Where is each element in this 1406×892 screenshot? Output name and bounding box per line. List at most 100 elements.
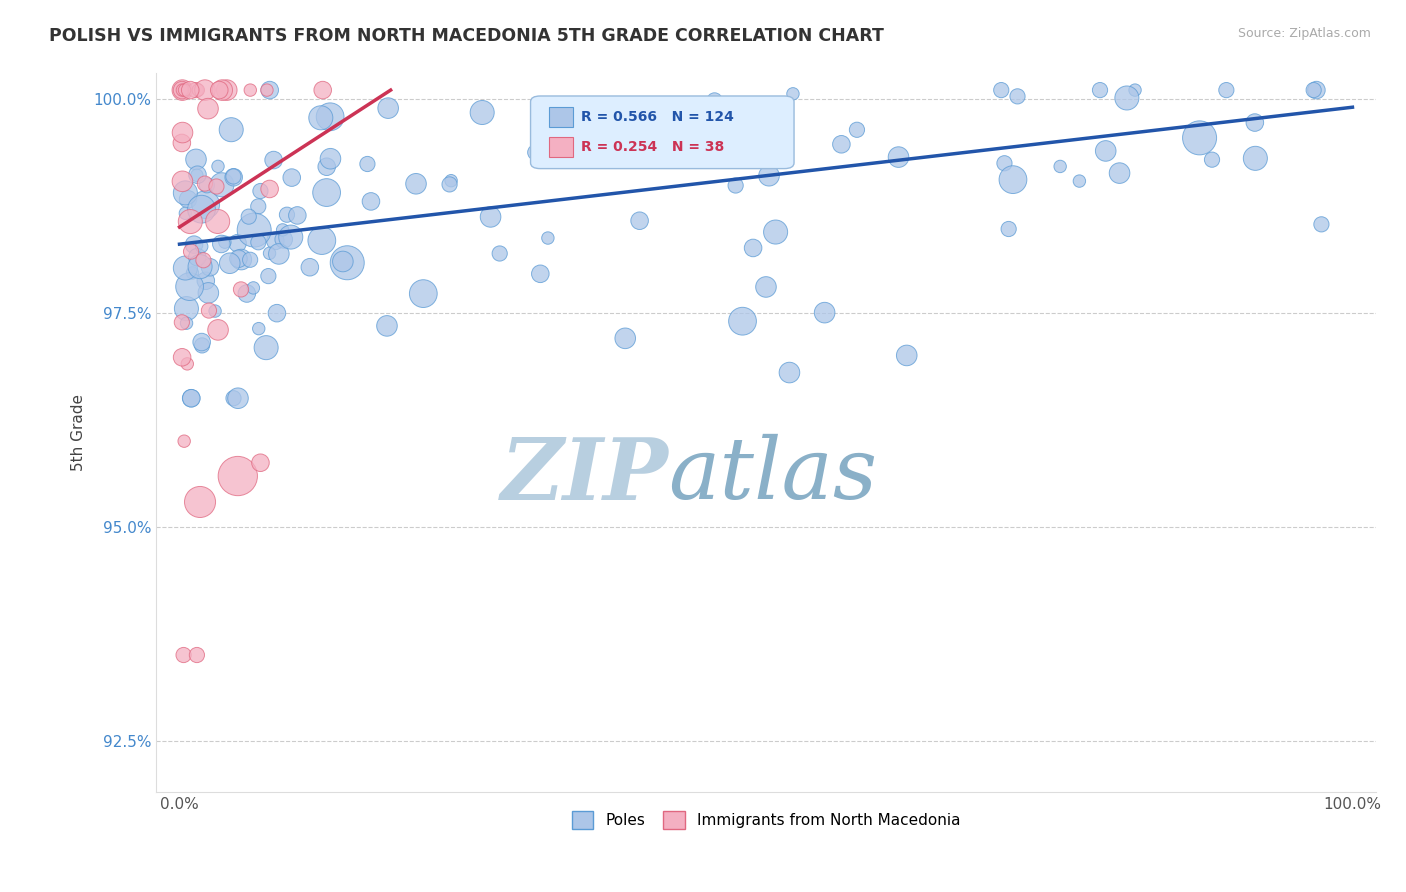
Point — [179, 279, 201, 293]
Point — [742, 241, 765, 255]
Text: atlas: atlas — [668, 434, 877, 517]
Point — [222, 391, 245, 405]
Point — [1305, 83, 1327, 97]
Point — [1001, 172, 1024, 186]
Point — [1069, 174, 1091, 188]
Point — [1049, 160, 1071, 174]
Point — [814, 305, 837, 319]
Point — [239, 252, 262, 267]
Point — [263, 153, 285, 167]
Point — [264, 234, 287, 248]
Point — [179, 83, 201, 97]
Point — [1115, 91, 1137, 105]
Point — [198, 260, 221, 275]
Point — [222, 169, 245, 184]
Point — [1243, 115, 1265, 129]
Point — [176, 301, 198, 316]
Point — [172, 351, 194, 365]
Point — [218, 256, 240, 270]
Point — [257, 269, 280, 284]
Point — [194, 83, 217, 97]
Point — [778, 366, 800, 380]
Point — [170, 315, 193, 329]
Point — [219, 122, 242, 136]
Point — [184, 83, 207, 97]
Point — [259, 182, 281, 196]
Point — [765, 225, 787, 239]
Point — [249, 456, 271, 470]
Point — [242, 281, 264, 295]
Point — [186, 250, 208, 264]
Point — [228, 252, 250, 266]
Point — [172, 83, 194, 97]
Point — [190, 239, 212, 253]
Point — [188, 260, 211, 274]
Point — [1302, 83, 1324, 97]
Point — [896, 348, 918, 362]
Point — [207, 160, 229, 174]
Point — [170, 83, 193, 97]
Point — [1123, 83, 1146, 97]
Point — [614, 331, 637, 345]
Point — [215, 83, 238, 97]
Point — [336, 256, 359, 270]
Point — [412, 286, 434, 301]
Point — [226, 469, 249, 483]
Point — [173, 83, 195, 97]
Point — [375, 318, 398, 333]
Point — [356, 157, 378, 171]
Point — [222, 170, 245, 185]
Point — [243, 223, 266, 237]
Point — [247, 199, 270, 213]
Point — [173, 83, 195, 97]
Point — [1244, 152, 1267, 166]
Point — [173, 648, 195, 662]
Point — [628, 213, 651, 227]
Point — [267, 247, 290, 261]
Point — [179, 214, 201, 228]
Point — [174, 206, 197, 220]
Point — [332, 254, 354, 268]
Point — [312, 83, 335, 97]
Point — [186, 648, 208, 662]
Point — [488, 246, 510, 260]
Point — [993, 156, 1015, 170]
Point — [529, 267, 551, 281]
Point — [214, 235, 236, 249]
Text: R = 0.254   N = 38: R = 0.254 N = 38 — [581, 140, 724, 153]
Point — [524, 145, 547, 160]
Point — [176, 357, 198, 371]
Point — [259, 83, 281, 97]
Bar — [548, 107, 574, 128]
Point — [209, 237, 232, 252]
Point — [211, 178, 233, 192]
Legend: Poles, Immigrants from North Macedonia: Poles, Immigrants from North Macedonia — [565, 805, 966, 835]
Point — [285, 209, 308, 223]
Point — [256, 83, 278, 97]
Point — [703, 94, 725, 108]
Point — [439, 178, 461, 192]
Point — [671, 100, 693, 114]
Text: R = 0.566   N = 124: R = 0.566 N = 124 — [581, 111, 734, 124]
Point — [586, 129, 609, 144]
Point — [208, 83, 231, 97]
Point — [181, 266, 204, 280]
Point — [207, 323, 229, 337]
Point — [377, 101, 399, 115]
Point — [634, 140, 657, 154]
Point — [405, 177, 427, 191]
Point — [194, 177, 217, 191]
Point — [249, 184, 271, 198]
Y-axis label: 5th Grade: 5th Grade — [72, 394, 86, 471]
Point — [1108, 166, 1130, 180]
Point — [211, 83, 233, 97]
Point — [887, 150, 910, 164]
Point — [319, 110, 342, 124]
Point — [183, 237, 205, 252]
Point — [180, 391, 202, 405]
Point — [207, 214, 229, 228]
Point — [226, 236, 249, 251]
Point — [247, 321, 270, 335]
Point — [188, 495, 211, 509]
Point — [280, 230, 302, 244]
